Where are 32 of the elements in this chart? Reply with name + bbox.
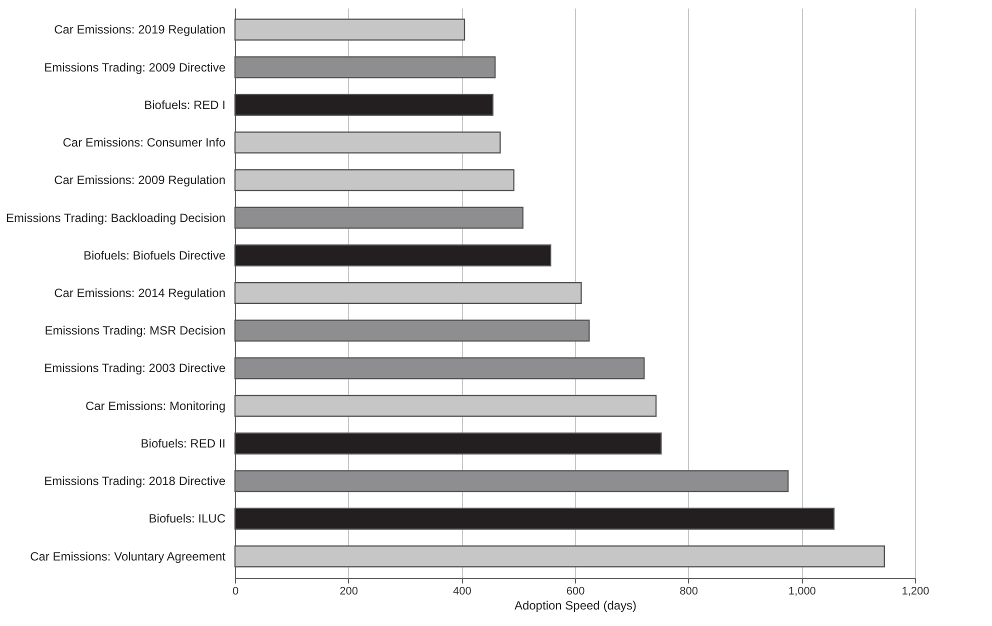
y-tick-label: Car Emissions: Consumer Info: [62, 136, 226, 150]
bar: [234, 508, 835, 530]
y-tick-label: Emissions Trading: 2009 Directive: [44, 60, 226, 74]
bar: [234, 320, 590, 342]
y-tick-label: Car Emissions: Monitoring: [85, 398, 226, 413]
bar: [234, 432, 662, 454]
bar: [234, 470, 789, 492]
bar: [234, 206, 524, 229]
y-tick-label: Emissions Trading: MSR Decision: [44, 324, 226, 338]
y-tick-label: Car Emissions: 2009 Regulation: [54, 173, 226, 188]
y-tick-label: Biofuels: RED II: [140, 436, 226, 450]
x-tick-label: 0: [232, 586, 239, 598]
y-tick-label: Emissions Trading: 2003 Directive: [44, 361, 226, 376]
bar: [234, 357, 645, 380]
y-tick-label: Car Emissions: 2019 Regulation: [54, 22, 226, 37]
y-tick-label: Biofuels: RED I: [144, 98, 226, 112]
y-tick-label: Emissions Trading: Backloading Decision: [6, 210, 226, 225]
x-axis-title: Adoption Speed (days): [514, 598, 637, 612]
x-tick-label: 1,000: [788, 586, 816, 598]
x-tick-label: 200: [340, 586, 358, 598]
y-tick-label: Biofuels: Biofuels Directive: [83, 248, 226, 262]
bar: [234, 56, 496, 78]
x-tick-label: 400: [452, 586, 472, 598]
x-tick-label: 600: [566, 586, 585, 598]
bar: [234, 244, 552, 266]
x-tick-label: 800: [680, 586, 698, 598]
y-tick-label: Biofuels: ILUC: [148, 512, 226, 526]
y-tick-label: Car Emissions: 2014 Regulation: [54, 286, 226, 300]
x-tick-label: 1,200: [902, 586, 930, 598]
bar: [234, 94, 494, 116]
y-tick-label: Emissions Trading: 2018 Directive: [44, 474, 226, 488]
y-tick-label: Car Emissions: Voluntary Agreement: [30, 549, 226, 564]
